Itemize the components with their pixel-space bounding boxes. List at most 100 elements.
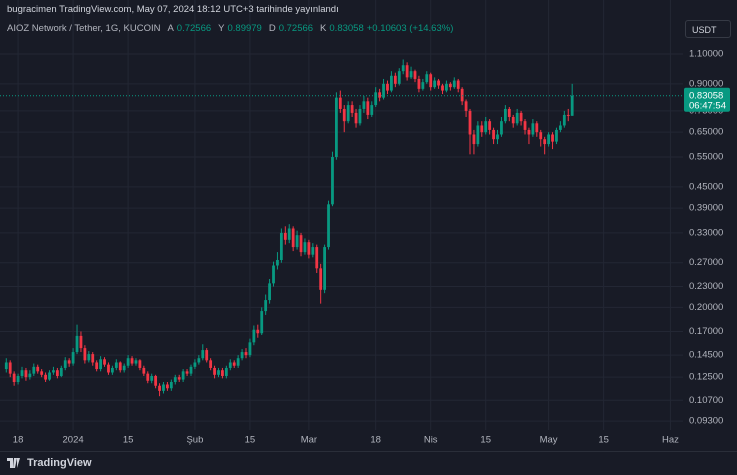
candle-body [87,354,91,361]
candle-body [374,92,378,106]
candle-body [213,367,216,375]
candle-body [417,78,421,89]
candle-body [429,74,433,88]
y-tick-label: 1.10000 [689,49,723,60]
high-value: 0.89979 [227,23,262,34]
candle-body [366,101,370,115]
candle-body [162,384,165,391]
low-value: 0.72566 [278,23,314,34]
candle-body [40,371,44,375]
y-tick-label: 0.33000 [689,227,723,238]
candle-body [260,311,264,334]
candle-body [390,75,393,91]
candle-body [95,362,99,370]
candle-body [393,75,397,84]
candle-body [358,108,362,124]
y-tick-label: 0.27000 [689,257,723,268]
candle-body [126,358,130,366]
candle-body [334,97,338,158]
candle-body [378,92,382,98]
candle-body [464,101,468,111]
candle-body [52,370,55,373]
candle-body [531,123,535,135]
x-tick-label: 15 [598,435,609,446]
candle-body [456,80,460,89]
x-tick-label: 15 [480,435,491,446]
candle-body [476,125,480,145]
candle-body [523,121,527,130]
candle-body [354,112,358,124]
currency-button[interactable]: USDT [685,20,731,38]
candle-body [142,367,146,374]
candle-body [382,83,385,98]
candle-body [480,125,484,133]
candle-body [122,365,126,371]
candle-body [433,80,437,88]
candle-body [252,329,256,343]
candle-body [338,97,342,109]
candle-body [138,360,142,368]
candle-body [217,370,220,375]
y-tick-label: 0.45000 [689,181,723,192]
candle-body [193,362,197,367]
y-tick-label: 0.39000 [689,203,723,214]
y-tick-label: 0.23000 [689,281,723,292]
candle-body [515,112,519,124]
y-tick-label: 0.10700 [689,395,723,406]
candle-body [507,108,511,117]
candle-body [413,71,417,79]
candle-body [331,157,334,205]
candle-body [319,268,323,290]
candle-body [118,362,122,371]
candle-body [205,350,209,361]
candle-body [323,247,327,290]
close-value: 0.83058 [329,23,364,34]
candle-body [472,134,476,145]
candle-body [484,121,488,133]
x-tick-label: 15 [123,435,134,446]
candle-body [421,82,425,89]
candle-body [511,116,515,124]
x-tick-label: 18 [13,435,24,446]
candle-body [4,362,8,370]
candle-body [44,374,47,380]
candle-body [91,354,95,363]
candle-body [539,132,543,140]
candle-body [555,129,558,142]
candle-body [75,335,79,353]
open-value: 0.72566 [176,23,212,34]
candle-body [397,71,401,84]
y-tick-label: 0.12500 [689,372,723,383]
y-tick-label: 0.09300 [689,416,723,427]
candle-body [20,370,24,376]
candle-body [130,358,134,364]
brand-logo [7,458,20,468]
candle-body [224,367,228,376]
candle-body [166,384,169,389]
brand: TradingView [27,457,92,469]
candle-body [236,358,240,366]
candle-body [566,114,570,116]
candle-body [276,260,279,266]
candle-body [55,370,59,376]
last-price-box [684,87,730,112]
candle-body [551,134,554,142]
change: +0.10603 (+14.63%) [366,23,454,34]
footer: TradingView [7,457,92,469]
candle-body [83,348,87,361]
candle-body [441,85,444,91]
y-tick-label: 0.20000 [689,302,723,313]
candle-body [59,367,63,376]
x-tick-label: Mar [301,435,317,446]
candle-body [315,247,319,269]
candle-body [303,242,307,253]
candle-body [401,65,405,72]
candle-body [445,83,448,91]
candle-body [488,121,492,130]
candle-body [437,80,440,86]
candle-body [342,108,346,122]
candle-body [154,375,158,386]
candle-body [496,134,499,140]
candle-body [283,232,287,240]
